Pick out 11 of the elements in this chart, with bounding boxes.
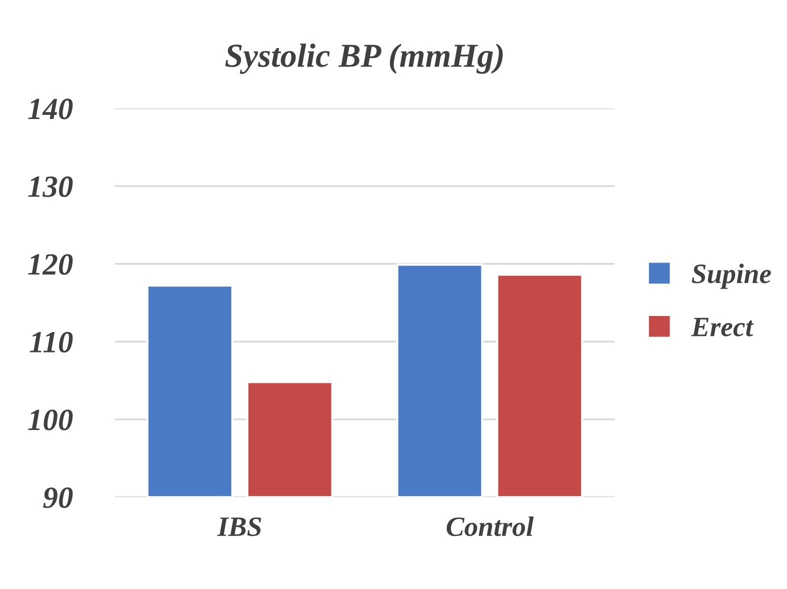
y-tick-label: 130 [28,176,73,198]
chart-title: Systolic BP (mmHg) [225,44,503,74]
y-tick-label: 110 [30,332,73,353]
legend-label: Erect [691,318,754,336]
y-tick-label: 140 [28,98,73,120]
y-tick-label: 120 [28,254,73,275]
legend-label: Supine [692,264,771,289]
y-tick-label: 100 [28,410,73,430]
x-tick-label: IBS [217,517,262,536]
y-tick-label: 90 [43,487,73,508]
x-tick-label: Control [446,516,534,536]
